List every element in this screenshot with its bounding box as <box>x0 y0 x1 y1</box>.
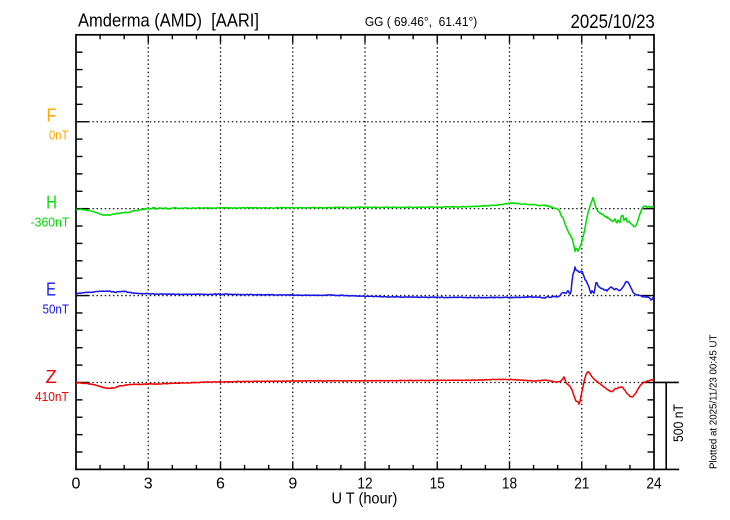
svg-text:2025/10/23: 2025/10/23 <box>571 12 655 33</box>
svg-text:24: 24 <box>646 476 661 493</box>
svg-text:Plotted at 2025/11/23 00:45 UT: Plotted at 2025/11/23 00:45 UT <box>709 335 720 470</box>
svg-text:GG ( 69.46°, 61.41°): GG ( 69.46°, 61.41°) <box>365 14 477 29</box>
svg-text:0: 0 <box>72 476 81 493</box>
svg-text:50nT: 50nT <box>43 302 70 317</box>
svg-text:E: E <box>46 280 56 300</box>
svg-text:500 nT: 500 nT <box>670 404 686 442</box>
svg-text:21: 21 <box>574 476 589 493</box>
svg-text:410nT: 410nT <box>35 389 69 404</box>
svg-text:15: 15 <box>430 476 445 493</box>
svg-text:6: 6 <box>216 476 225 493</box>
svg-text:H: H <box>46 193 57 213</box>
svg-text:0nT: 0nT <box>49 128 69 143</box>
svg-text:9: 9 <box>288 476 297 493</box>
svg-text:3: 3 <box>144 476 153 493</box>
svg-text:U T (hour): U T (hour) <box>332 491 398 508</box>
svg-text:-360nT: -360nT <box>31 215 70 230</box>
svg-text:F: F <box>47 106 57 126</box>
svg-text:12: 12 <box>357 476 372 493</box>
svg-text:Z: Z <box>46 367 57 387</box>
svg-text:18: 18 <box>502 476 517 493</box>
svg-text:Amderma (AMD) [AARI]: Amderma (AMD) [AARI] <box>78 11 259 31</box>
